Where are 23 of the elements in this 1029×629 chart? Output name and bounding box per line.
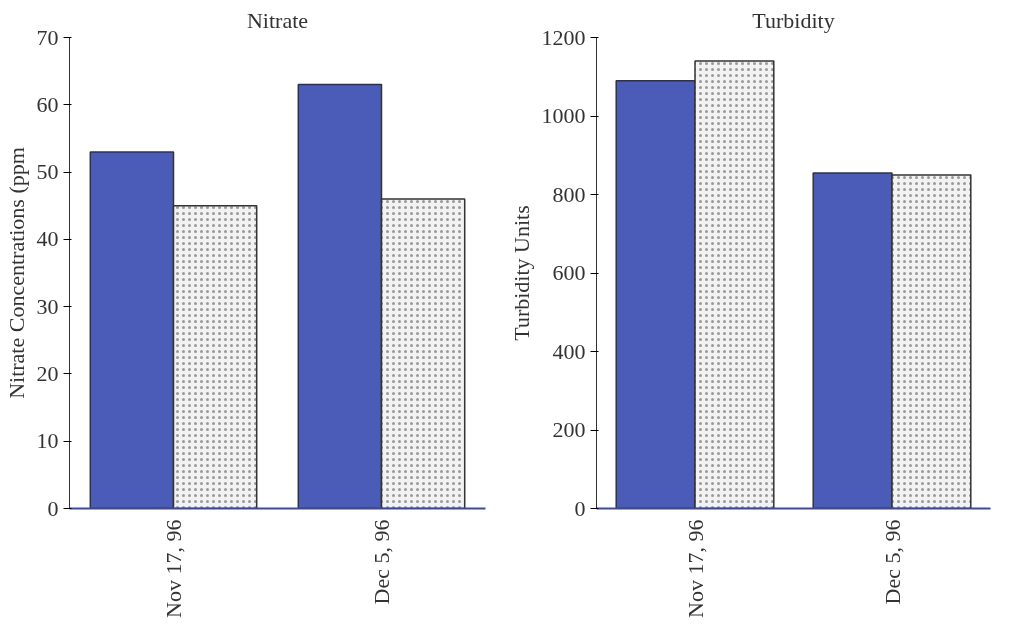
y-tick-label: 20 (36, 360, 59, 386)
x-tick-label: Dec 5, 96 (369, 519, 394, 605)
y-tick-label: 0 (574, 495, 586, 521)
y-tick-label: 10 (36, 428, 59, 454)
y-tick-label: 800 (552, 181, 586, 207)
y-tick-label: 200 (552, 417, 586, 442)
y-tick-label: 0 (47, 495, 59, 521)
y-axis-title: Turbidity Units (508, 205, 534, 341)
y-tick-label: 30 (36, 293, 59, 319)
y-tick-label: 1200 (541, 24, 586, 50)
y-tick-label: 400 (552, 338, 586, 364)
y-tick-label: 70 (36, 24, 59, 50)
x-tick-label: Nov 17, 96 (682, 519, 708, 618)
x-tick-label: Nov 17, 96 (161, 519, 186, 618)
y-axis-title: Nitrate Concentrations (ppm (3, 147, 29, 399)
y-tick-label: 1000 (541, 103, 586, 128)
y-tick-label: 40 (36, 226, 59, 252)
y-tick-label: 50 (36, 159, 59, 185)
chart-title: Nitrate (246, 7, 309, 33)
x-tick-label: Dec 5, 96 (879, 519, 905, 605)
y-tick-label: 600 (552, 260, 586, 285)
chart-title: Turbidity (752, 7, 835, 33)
y-tick-label: 60 (36, 91, 59, 117)
